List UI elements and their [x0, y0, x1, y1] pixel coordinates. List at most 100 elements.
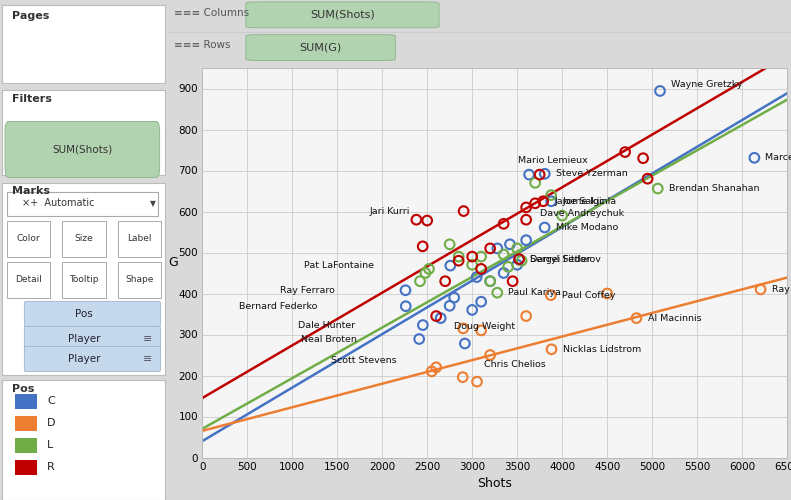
- Point: [515, 256, 528, 264]
- Text: Detail: Detail: [15, 275, 42, 284]
- Text: Ray Ferraro: Ray Ferraro: [281, 286, 335, 294]
- Point: [539, 224, 551, 232]
- Point: [520, 204, 532, 212]
- Text: Filters: Filters: [12, 94, 51, 104]
- Text: R: R: [47, 462, 55, 472]
- Point: [471, 273, 483, 281]
- Text: Shape: Shape: [125, 275, 153, 284]
- Text: L: L: [47, 440, 53, 450]
- Text: Ray Bourque: Ray Bourque: [772, 285, 791, 294]
- FancyBboxPatch shape: [62, 262, 106, 298]
- Point: [475, 265, 487, 273]
- Text: Brendan Shanahan: Brendan Shanahan: [669, 184, 759, 193]
- FancyBboxPatch shape: [6, 220, 51, 256]
- Text: Paul Kariya: Paul Kariya: [509, 288, 562, 297]
- FancyBboxPatch shape: [6, 192, 158, 216]
- Point: [637, 154, 649, 162]
- Text: ≡≡≡ Columns: ≡≡≡ Columns: [174, 8, 249, 18]
- Bar: [15, 438, 37, 452]
- Point: [399, 286, 412, 294]
- Text: SUM(Shots): SUM(Shots): [52, 144, 112, 154]
- Point: [537, 197, 550, 205]
- Text: Marks: Marks: [12, 186, 50, 196]
- Point: [501, 263, 514, 271]
- Point: [545, 197, 558, 205]
- Text: ≡: ≡: [143, 334, 153, 344]
- Point: [484, 244, 497, 252]
- Text: SUM(G): SUM(G): [300, 42, 342, 52]
- FancyBboxPatch shape: [25, 326, 161, 351]
- Text: Dave Andreychuk: Dave Andreychuk: [540, 208, 624, 218]
- Point: [511, 244, 524, 252]
- Text: Player: Player: [68, 354, 100, 364]
- Text: Pos: Pos: [75, 309, 93, 319]
- Text: Bernard Federko: Bernard Federko: [239, 302, 317, 310]
- Point: [475, 298, 487, 306]
- FancyBboxPatch shape: [2, 380, 165, 500]
- Point: [539, 170, 551, 178]
- Point: [457, 207, 470, 215]
- FancyBboxPatch shape: [118, 220, 161, 256]
- Point: [430, 364, 442, 372]
- Point: [459, 340, 471, 347]
- Point: [506, 277, 519, 285]
- Point: [430, 312, 442, 320]
- Text: Darryl Sittler: Darryl Sittler: [530, 254, 591, 264]
- Point: [545, 191, 558, 199]
- Text: ≡: ≡: [143, 354, 153, 364]
- Point: [491, 244, 504, 252]
- Point: [652, 184, 664, 192]
- Point: [484, 351, 497, 359]
- Text: Wayne Gretzky: Wayne Gretzky: [671, 80, 743, 88]
- Text: C: C: [47, 396, 55, 406]
- Text: Label: Label: [127, 234, 152, 243]
- FancyBboxPatch shape: [246, 2, 439, 28]
- Text: Size: Size: [74, 234, 93, 243]
- Text: ≡≡≡ Rows: ≡≡≡ Rows: [174, 40, 231, 50]
- Point: [399, 302, 412, 310]
- FancyBboxPatch shape: [118, 262, 161, 298]
- FancyBboxPatch shape: [6, 262, 51, 298]
- Text: Paul Coffey: Paul Coffey: [562, 290, 615, 300]
- Point: [498, 220, 510, 228]
- Text: Color: Color: [17, 234, 40, 243]
- Point: [484, 277, 497, 285]
- Point: [417, 321, 430, 329]
- Point: [491, 288, 504, 296]
- Point: [529, 179, 542, 187]
- Point: [498, 250, 510, 258]
- Point: [413, 335, 426, 343]
- Point: [520, 312, 532, 320]
- Point: [452, 256, 465, 264]
- Point: [419, 269, 432, 277]
- Text: Joe Sakic: Joe Sakic: [562, 196, 605, 206]
- Text: Sergei Fedorov: Sergei Fedorov: [530, 255, 601, 264]
- Point: [529, 200, 542, 207]
- Point: [619, 148, 631, 156]
- Text: D: D: [47, 418, 55, 428]
- FancyBboxPatch shape: [5, 122, 160, 178]
- Text: ▼: ▼: [150, 199, 156, 208]
- Text: Doug Weight: Doug Weight: [454, 322, 515, 332]
- Point: [545, 346, 558, 354]
- Text: Neal Broten: Neal Broten: [301, 334, 357, 344]
- Point: [755, 286, 767, 294]
- Text: Player: Player: [68, 334, 100, 344]
- Bar: [15, 394, 37, 408]
- Point: [410, 216, 422, 224]
- FancyBboxPatch shape: [2, 182, 165, 375]
- Point: [513, 256, 525, 264]
- Point: [642, 174, 654, 182]
- Point: [416, 242, 429, 250]
- Point: [601, 290, 614, 298]
- Point: [422, 265, 435, 273]
- Text: Jarome Iginla: Jarome Iginla: [554, 196, 616, 206]
- Point: [456, 373, 469, 381]
- Point: [466, 261, 479, 269]
- Text: ×+  Automatic: ×+ Automatic: [22, 198, 94, 208]
- Point: [511, 261, 524, 269]
- Point: [448, 294, 460, 302]
- Point: [556, 212, 569, 220]
- Point: [439, 277, 452, 285]
- Text: Tooltip: Tooltip: [70, 275, 99, 284]
